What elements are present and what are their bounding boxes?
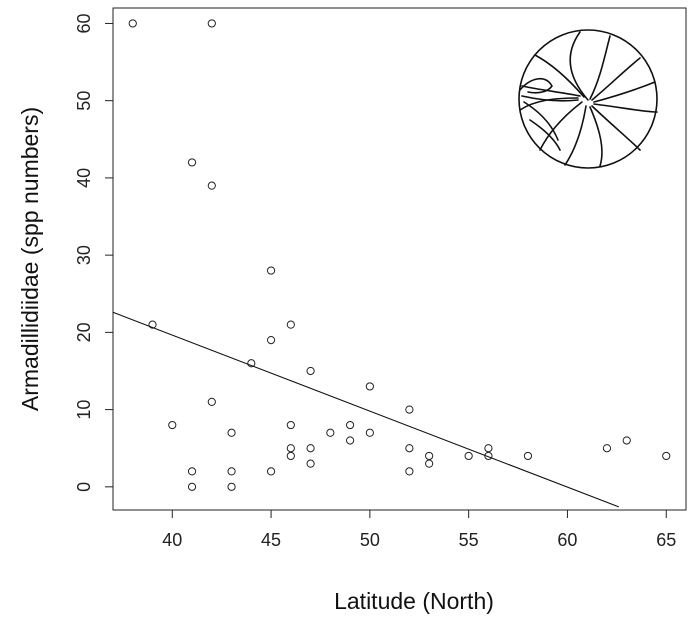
data-point [227, 428, 236, 437]
data-point [286, 420, 295, 430]
plot-frame [112, 7, 687, 511]
data-point [128, 19, 137, 28]
data-point [346, 420, 355, 430]
x-tick-label: 65 [656, 530, 676, 550]
data-point [168, 420, 177, 430]
data-point [306, 444, 315, 453]
y-tick-label: 60 [74, 13, 94, 33]
y-tick-label: 40 [74, 168, 94, 188]
data-point [187, 158, 197, 167]
data-point [266, 335, 276, 345]
data-point [405, 444, 414, 453]
y-tick-label: 0 [74, 482, 94, 492]
data-point [286, 320, 295, 329]
data-point [464, 451, 473, 461]
data-point [346, 436, 355, 445]
regression-line-group [112, 311, 620, 508]
data-point [425, 459, 434, 468]
data-point [286, 451, 295, 461]
data-point [247, 359, 256, 368]
y-tick-label: 20 [74, 322, 94, 342]
data-point [266, 467, 276, 476]
data-point [405, 467, 414, 476]
woodlouse-illustration [518, 29, 658, 169]
data-point [227, 482, 236, 491]
data-point [207, 397, 216, 406]
data-point [662, 451, 671, 461]
x-tick-label: 55 [459, 530, 479, 550]
x-axis-ticks: 40 45 50 55 60 65 [162, 510, 676, 550]
data-point [405, 405, 414, 414]
y-axis-title: Armadillidiidae (spp numbers) [17, 107, 43, 411]
data-point [306, 366, 315, 376]
regression-line [112, 311, 620, 508]
x-axis-title: Latitude (North) [334, 588, 494, 614]
data-point [207, 19, 216, 28]
data-point [484, 444, 493, 453]
data-points [128, 19, 671, 491]
data-point [622, 436, 631, 445]
data-point [523, 451, 533, 461]
y-tick-label: 50 [74, 91, 94, 111]
data-point [602, 444, 612, 453]
data-point [207, 181, 216, 190]
data-point [187, 482, 197, 491]
x-tick-label: 40 [162, 530, 182, 550]
y-tick-label: 10 [74, 400, 94, 420]
x-tick-label: 50 [360, 530, 380, 550]
x-tick-label: 45 [261, 530, 281, 550]
data-point [326, 428, 335, 437]
axes [112, 7, 687, 511]
y-axis-ticks: 0 10 20 30 40 50 60 [74, 13, 113, 492]
x-tick-label: 60 [557, 530, 577, 550]
data-point [286, 444, 295, 453]
y-tick-label: 30 [74, 245, 94, 265]
data-point [187, 467, 197, 476]
data-point [148, 320, 157, 329]
data-point [425, 451, 434, 461]
data-point [365, 428, 374, 437]
data-point [227, 467, 236, 476]
data-point [365, 382, 374, 391]
data-point [306, 459, 315, 468]
data-point [266, 266, 276, 275]
